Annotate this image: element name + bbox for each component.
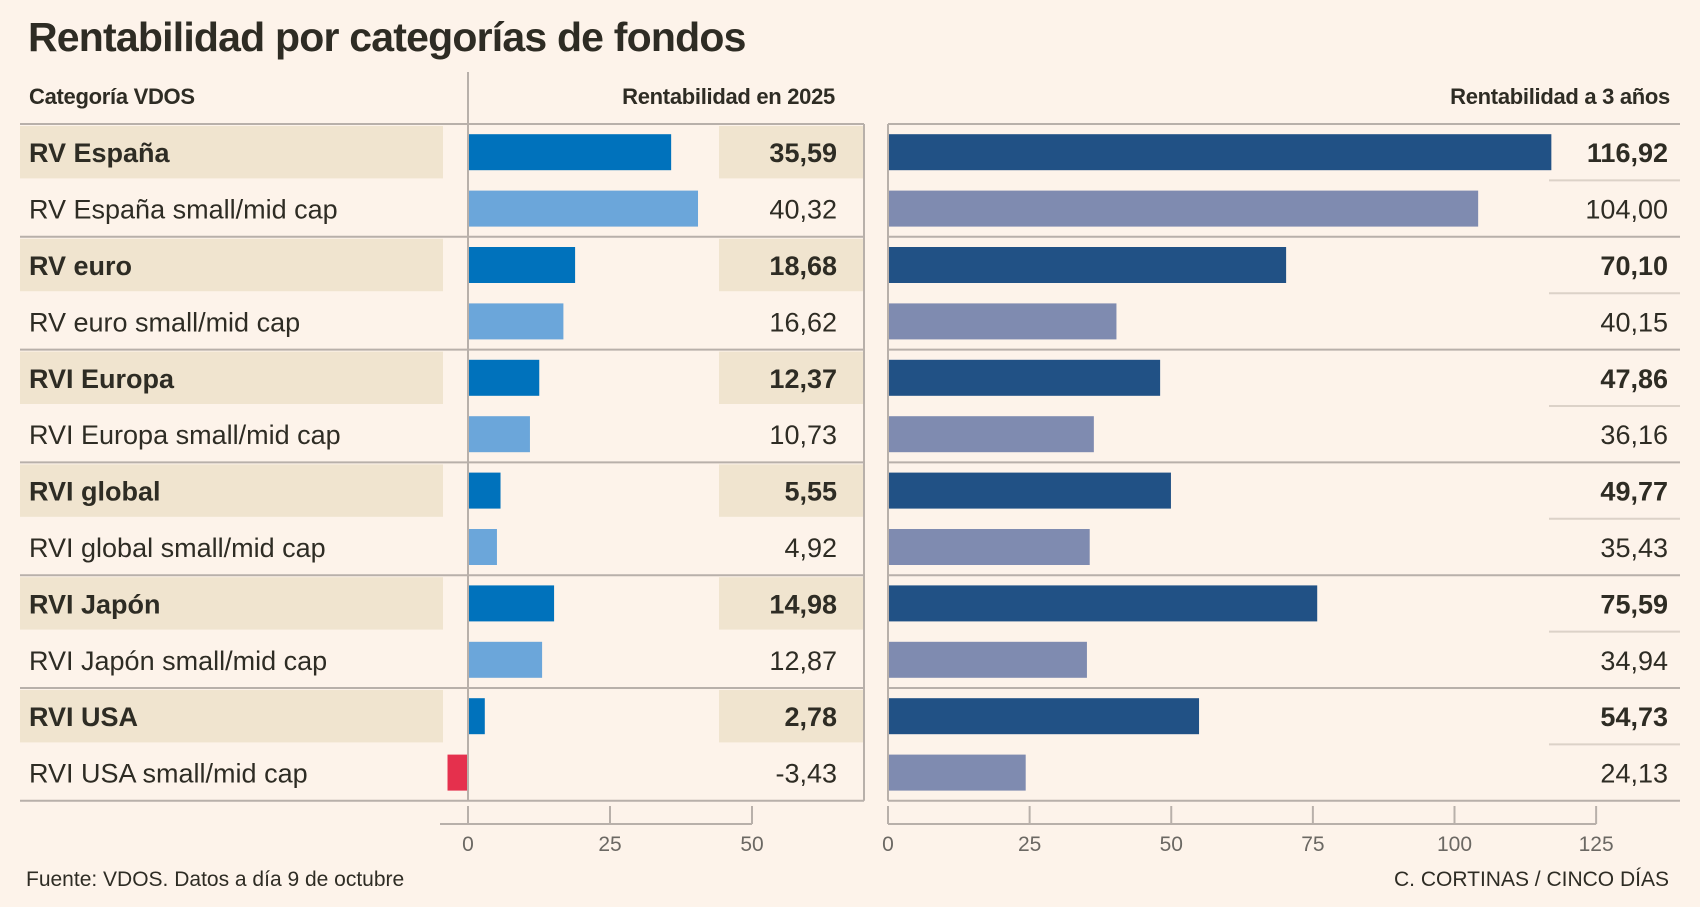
bar-three-years bbox=[889, 134, 1552, 171]
bar-ytd bbox=[469, 359, 540, 396]
value-shade bbox=[719, 577, 864, 630]
value-three-years: 54,73 bbox=[1600, 702, 1668, 732]
value-three-years: 75,59 bbox=[1600, 589, 1668, 619]
bar-three-years bbox=[889, 303, 1117, 340]
row-label: RVI global small/mid cap bbox=[29, 533, 326, 563]
label-shade bbox=[20, 464, 443, 517]
bar-three-years bbox=[889, 754, 1026, 791]
value-ytd: 35,59 bbox=[769, 138, 837, 168]
value-three-years: 47,86 bbox=[1600, 364, 1668, 394]
bar-three-years bbox=[889, 641, 1087, 678]
bar-ytd bbox=[469, 472, 501, 509]
tick-label-ytd: 50 bbox=[740, 833, 763, 856]
value-three-years: 49,77 bbox=[1600, 477, 1668, 507]
tick-label-ytd: 0 bbox=[462, 833, 474, 856]
row-label: RVI global bbox=[29, 477, 161, 507]
row-label: RV España bbox=[29, 138, 171, 168]
bar-three-years bbox=[889, 585, 1318, 622]
bar-three-years bbox=[889, 472, 1171, 509]
bar-three-years bbox=[889, 529, 1090, 565]
chart-title: Rentabilidad por categorías de fondos bbox=[28, 14, 746, 60]
header-ytd: Rentabilidad en 2025 bbox=[622, 84, 835, 109]
value-three-years: 34,94 bbox=[1600, 646, 1668, 676]
label-shade bbox=[20, 690, 443, 743]
bar-ytd bbox=[469, 585, 555, 622]
row-label: RVI Europa small/mid cap bbox=[29, 420, 341, 450]
value-shade bbox=[719, 126, 864, 179]
credit-note: C. CORTINAS / CINCO DÍAS bbox=[1394, 868, 1669, 891]
value-shade bbox=[719, 238, 864, 292]
label-shade bbox=[20, 351, 443, 404]
bar-ytd bbox=[469, 416, 530, 453]
tick-label-three-years: 25 bbox=[1018, 833, 1041, 856]
value-ytd: 5,55 bbox=[784, 477, 837, 507]
value-ytd: 10,73 bbox=[769, 420, 837, 450]
row-label: RV España small/mid cap bbox=[29, 195, 338, 225]
row-label: RVI USA bbox=[29, 702, 138, 732]
tick-label-three-years: 0 bbox=[882, 833, 894, 856]
bar-ytd bbox=[469, 529, 497, 565]
label-shade bbox=[20, 238, 443, 292]
value-three-years: 24,13 bbox=[1600, 759, 1668, 789]
bar-ytd bbox=[469, 641, 543, 678]
value-shade bbox=[719, 464, 864, 517]
row-label: RVI Japón bbox=[29, 589, 161, 619]
row-label: RV euro bbox=[29, 251, 132, 281]
value-ytd: 16,62 bbox=[769, 307, 837, 337]
bar-three-years bbox=[889, 190, 1479, 227]
tick-label-ytd: 25 bbox=[598, 833, 621, 856]
bar-three-years bbox=[889, 698, 1200, 735]
value-ytd: 4,92 bbox=[784, 533, 837, 563]
bar-three-years bbox=[889, 247, 1287, 283]
value-shade bbox=[719, 351, 864, 404]
tick-label-three-years: 50 bbox=[1160, 833, 1183, 856]
value-three-years: 104,00 bbox=[1585, 195, 1668, 225]
bar-ytd bbox=[469, 247, 576, 283]
value-ytd: 14,98 bbox=[769, 589, 837, 619]
tick-label-three-years: 100 bbox=[1437, 833, 1472, 856]
value-shade bbox=[719, 690, 864, 743]
row-label: RVI Europa bbox=[29, 364, 175, 394]
bar-three-years bbox=[889, 416, 1094, 453]
row-label: RVI Japón small/mid cap bbox=[29, 646, 327, 676]
tick-label-three-years: 125 bbox=[1579, 833, 1614, 856]
value-three-years: 116,92 bbox=[1587, 138, 1668, 168]
row-label: RV euro small/mid cap bbox=[29, 307, 300, 337]
bar-ytd bbox=[469, 698, 485, 735]
value-three-years: 40,15 bbox=[1600, 307, 1668, 337]
row-label: RVI USA small/mid cap bbox=[29, 759, 308, 789]
bar-ytd bbox=[469, 303, 564, 340]
value-three-years: 70,10 bbox=[1600, 251, 1668, 281]
bar-ytd bbox=[469, 134, 672, 171]
tick-label-three-years: 75 bbox=[1301, 833, 1324, 856]
header-category: Categoría VDOS bbox=[29, 84, 195, 109]
source-note: Fuente: VDOS. Datos a día 9 de octubre bbox=[26, 868, 405, 891]
value-three-years: 36,16 bbox=[1600, 420, 1668, 450]
bar-ytd bbox=[447, 754, 467, 791]
value-ytd: -3,43 bbox=[775, 759, 837, 789]
value-ytd: 12,37 bbox=[769, 364, 837, 394]
value-ytd: 18,68 bbox=[769, 251, 837, 281]
value-ytd: 40,32 bbox=[769, 195, 837, 225]
value-ytd: 2,78 bbox=[784, 702, 837, 732]
label-shade bbox=[20, 577, 443, 630]
bar-three-years bbox=[889, 359, 1161, 396]
value-three-years: 35,43 bbox=[1600, 533, 1668, 563]
header-three-years: Rentabilidad a 3 años bbox=[1450, 84, 1670, 109]
label-shade bbox=[20, 126, 443, 179]
value-ytd: 12,87 bbox=[769, 646, 837, 676]
bar-ytd bbox=[469, 190, 699, 227]
